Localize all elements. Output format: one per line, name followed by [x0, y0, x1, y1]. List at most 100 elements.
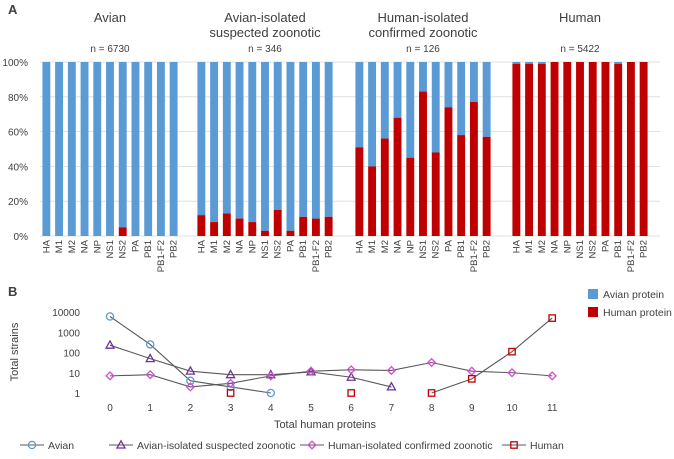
x-tick-label: 6	[348, 403, 354, 414]
x-tick-label: 9	[469, 403, 475, 414]
y-tick-label: 10000	[52, 308, 80, 319]
bar-human-pb1	[299, 216, 308, 236]
bar-avian-m1	[368, 62, 377, 167]
bar-avian-m1	[210, 62, 219, 223]
data-point	[347, 389, 356, 397]
data-point	[386, 365, 397, 376]
data-point	[508, 347, 516, 356]
bar-human-pb1	[457, 135, 466, 236]
x-tick-label: NS1	[575, 240, 586, 258]
bar-human-ns1	[576, 62, 584, 236]
legend-label: Human	[530, 440, 564, 452]
legend-marker	[27, 440, 37, 450]
data-point	[225, 378, 236, 389]
x-tick-label: NA	[235, 239, 246, 253]
data-point	[386, 381, 397, 391]
data-point	[105, 312, 115, 321]
bar-human-ns2	[118, 227, 127, 236]
y-tick-label: 1	[74, 389, 80, 400]
x-tick-label: 10	[506, 403, 518, 414]
x-tick-label: 1	[147, 403, 153, 414]
data-point	[225, 369, 236, 379]
panel-b-ylabel: Total strains	[9, 322, 21, 381]
bar-avian-pb1	[614, 62, 623, 64]
x-tick-label: 4	[268, 403, 274, 414]
x-tick-label: NP	[562, 240, 573, 253]
data-point	[547, 371, 557, 381]
y-tick-label: 100	[63, 349, 80, 360]
bar-avian-ns2	[118, 62, 127, 228]
x-tick-label: PB2	[324, 240, 335, 258]
group-title: Human-isolated confirmed zoonotic	[368, 10, 478, 40]
data-point	[548, 314, 557, 322]
group-title: Avian-isolated suspected zoonotic	[209, 10, 321, 40]
group-title: Human	[559, 10, 601, 25]
x-tick-label: PA	[600, 239, 611, 252]
data-point	[306, 366, 316, 376]
protein-legend: Avian protein Human protein	[588, 289, 672, 319]
group-n-label: n = 5422	[560, 44, 600, 55]
bar-group-human: Human n = 5422 HA M1 M2 NA NP NS1 NS2 PA PB1 PB1-F2…	[511, 10, 649, 272]
y-tick-label: 60%	[8, 128, 28, 139]
legend-label: Human-isolated confirmed zoonotic	[328, 440, 493, 452]
x-tick-label: NS2	[588, 240, 599, 258]
bar-avian-ha	[42, 62, 51, 236]
legend-label: Avian	[48, 440, 74, 452]
x-tick-label: PB1-F2	[626, 240, 637, 272]
bar-avian-pb1-f2	[469, 62, 478, 103]
bar-human-pb1	[614, 63, 623, 236]
bar-human-pb1-f2	[469, 102, 478, 237]
data-point	[426, 357, 437, 368]
bar-avian-ns1	[419, 62, 427, 92]
y-tick-label: 20%	[8, 197, 28, 208]
panel-b-series	[104, 312, 557, 398]
x-tick-label: NA	[393, 239, 404, 253]
bar-avian-ha	[512, 62, 521, 64]
series-line	[109, 316, 271, 394]
bar-avian-m1	[525, 62, 534, 64]
x-tick-label: PB1	[143, 240, 154, 258]
x-tick-label: M1	[367, 240, 378, 253]
bar-avian-ns1	[106, 62, 114, 236]
group-n-label: n = 6730	[90, 44, 130, 55]
bar-avian-pb1	[299, 62, 308, 217]
legend-marker	[115, 439, 127, 449]
bar-human-pa	[601, 62, 610, 236]
x-tick-label: NS1	[260, 240, 271, 258]
bar-avian-pb1	[144, 62, 153, 236]
x-tick-label: NP	[405, 240, 416, 253]
data-point	[145, 340, 155, 349]
bar-avian-na	[80, 62, 89, 236]
bar-human-pb2	[639, 62, 648, 236]
bar-human-ns2	[588, 62, 597, 236]
series-human-isolated-confirmed-zoonotic	[105, 357, 557, 392]
bar-human-na	[235, 218, 244, 236]
bar-avian-ns2	[431, 62, 440, 153]
legend-item-human-isolated-confirmed-zoonotic: Human-isolated confirmed zoonotic	[300, 440, 493, 452]
x-tick-label: M2	[67, 240, 78, 253]
bar-human-ha	[355, 147, 364, 236]
data-point	[266, 388, 276, 398]
x-tick-label: M2	[222, 240, 233, 253]
x-tick-label: PB2	[482, 240, 493, 258]
x-tick-label: NS1	[105, 240, 116, 258]
bar-human-ns2	[431, 152, 440, 236]
bar-avian-np	[93, 62, 102, 236]
x-tick-label: NA	[550, 239, 561, 253]
y-tick-label: 10	[69, 369, 81, 380]
x-tick-label: PA	[285, 239, 296, 252]
bar-avian-ha	[355, 62, 364, 148]
bar-avian-pb1-f2	[311, 62, 320, 219]
data-point	[104, 339, 116, 349]
x-tick-label: NS2	[431, 240, 442, 258]
bar-human-ns1	[419, 91, 427, 236]
bar-avian-m2	[67, 62, 76, 236]
x-tick-label: NS1	[418, 240, 429, 258]
bar-human-na	[393, 117, 402, 236]
bar-group-avian-isolated-suspected-zoonotic: Avian-isolated suspected zoonotic n = 346 H…	[196, 10, 334, 272]
legend-marker	[307, 440, 317, 450]
x-tick-label: M2	[537, 240, 548, 253]
bar-human-na	[550, 62, 559, 236]
